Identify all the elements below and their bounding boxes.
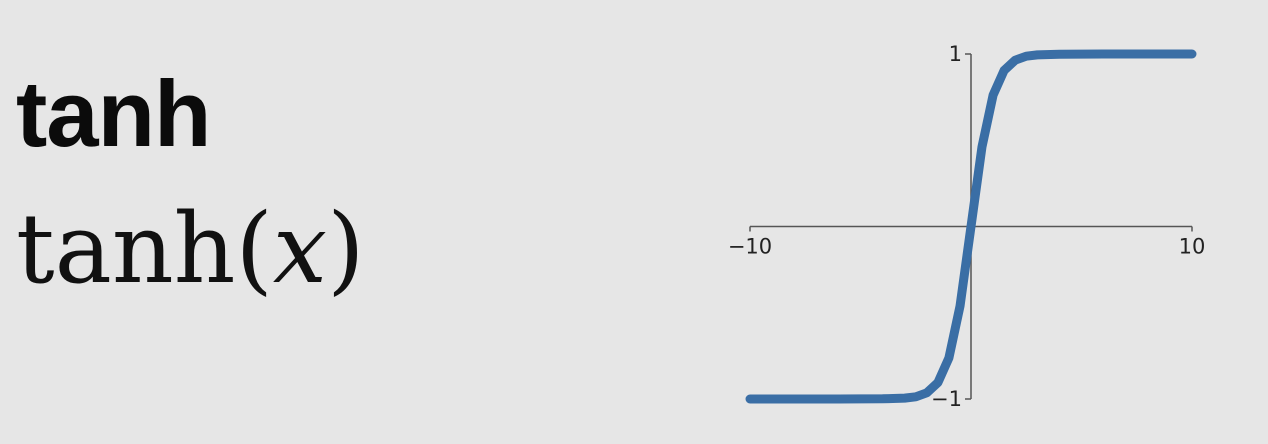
- formula-open-paren: (: [235, 193, 273, 305]
- formula: tanh(x): [16, 194, 365, 304]
- y-tick-label: −1: [931, 387, 962, 411]
- axis-ticks: −10 10 1 −1: [728, 42, 1206, 411]
- y-tick-label: 1: [949, 42, 962, 66]
- x-tick-label: −10: [728, 235, 772, 259]
- slide-title: tanh: [16, 61, 211, 166]
- formula-close-paren: ): [327, 193, 365, 305]
- formula-function: tanh: [16, 193, 236, 305]
- x-tick-label: 10: [1179, 235, 1206, 259]
- tanh-series-line: [745, 49, 1197, 404]
- formula-variable: x: [272, 193, 328, 305]
